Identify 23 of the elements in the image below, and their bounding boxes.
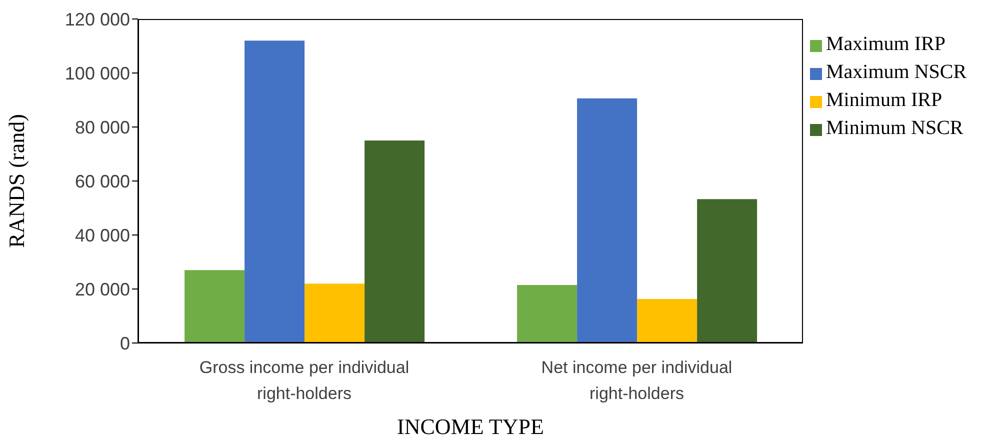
legend-label: Maximum IRP	[826, 33, 946, 55]
x-axis-title: INCOME TYPE	[397, 414, 544, 439]
legend-label: Maximum NSCR	[826, 61, 967, 83]
y-tick-label: 60 000	[74, 171, 130, 192]
legend-label: Minimum NSCR	[826, 117, 964, 139]
bar	[697, 199, 758, 343]
y-tick-label: 100 000	[64, 63, 130, 84]
bar	[577, 98, 638, 343]
y-tick-label: 40 000	[74, 225, 130, 246]
bar	[517, 284, 578, 343]
bar	[304, 284, 365, 343]
bar	[184, 270, 245, 343]
legend-label: Minimum IRP	[826, 89, 942, 111]
y-axis-title: RANDS (rand)	[4, 114, 29, 248]
y-tick-label: 20 000	[74, 279, 130, 300]
bar	[637, 298, 698, 343]
bar	[244, 40, 305, 343]
x-tick-label: Net income per individual right-holders	[541, 358, 732, 403]
y-tick-label: 0	[120, 333, 130, 354]
x-tick-label: Gross income per individual right-holders	[199, 358, 410, 403]
y-tick-label: 120 000	[64, 9, 130, 30]
bar	[364, 140, 425, 343]
y-tick-label: 80 000	[74, 117, 130, 138]
